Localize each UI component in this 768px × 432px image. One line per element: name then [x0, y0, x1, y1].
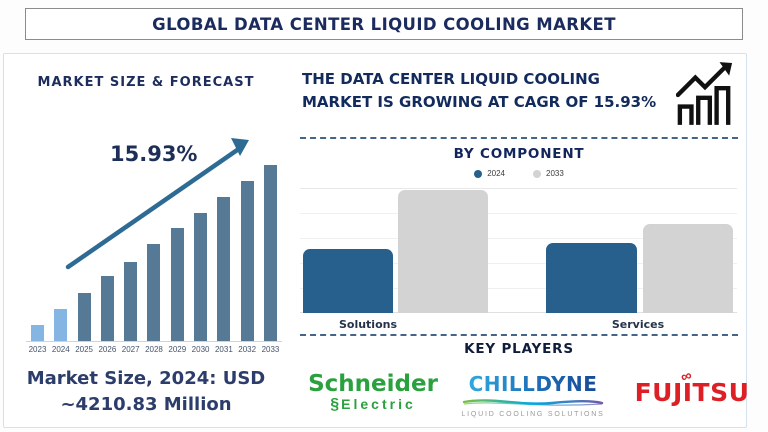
forecast-bar-2033 [263, 165, 277, 341]
component-bar-solutions-2024 [303, 249, 393, 313]
legend-item-2033: 2033 [533, 169, 564, 178]
schneider-electric-logo: Schneider § Electric [302, 372, 444, 414]
forecast-year-label: 2023 [28, 345, 47, 354]
forecast-bar-2023 [31, 325, 44, 341]
forecast-bar-2031 [217, 197, 231, 341]
forecast-bar-group: 2030 [192, 165, 209, 354]
forecast-bar-group: 2032 [238, 165, 256, 354]
forecast-chart-title: MARKET SIZE & FORECAST [37, 75, 255, 90]
schneider-electric-text: Electric [341, 396, 416, 412]
legend-label-2033: 2033 [546, 169, 564, 178]
forecast-bar-group: 2025 [75, 165, 93, 354]
forecast-year-label: 2033 [261, 345, 280, 354]
forecast-bar-2030 [194, 213, 208, 341]
forecast-bar-2029 [170, 228, 184, 341]
dashed-divider-bottom [300, 334, 738, 336]
key-players-title: KEY PLAYERS [464, 341, 574, 357]
forecast-year-label: 2025 [75, 345, 93, 354]
forecast-bar-2027 [124, 262, 138, 341]
forecast-year-label: 2031 [214, 345, 233, 354]
forecast-bar-group: 2024 [52, 165, 70, 354]
forecast-year-label: 2027 [121, 345, 140, 354]
gridline [300, 238, 737, 239]
content-panel [3, 53, 747, 428]
market-size-line2: ~4210.83 Million [60, 394, 232, 415]
component-bar-chart [300, 188, 737, 313]
schneider-wordmark: Schneider [308, 371, 438, 397]
component-x-axis [300, 312, 737, 313]
component-chart-title: BY COMPONENT [453, 146, 585, 162]
forecast-bar-group: 2033 [262, 165, 279, 354]
schneider-electric-line: § Electric [302, 396, 444, 414]
forecast-bar-group: 2027 [122, 165, 140, 354]
legend-dot-2024 [474, 169, 483, 178]
legend-dot-2033 [533, 169, 541, 178]
dashed-divider-top [300, 137, 738, 139]
gridline [300, 263, 737, 264]
forecast-bar-2024 [54, 309, 68, 341]
schneider-s-icon: § [330, 396, 340, 413]
forecast-year-label: 2024 [51, 345, 70, 354]
headline-line1: THE DATA CENTER LIQUID COOLING [302, 70, 600, 88]
legend-label-2024: 2024 [487, 169, 505, 178]
forecast-bar-2026 [100, 276, 114, 341]
headline: THE DATA CENTER LIQUID COOLING MARKET IS… [302, 68, 682, 114]
fujitsu-wordmark: FUJITSU [634, 378, 750, 407]
forecast-bar-2032 [240, 181, 254, 341]
forecast-bar-group: 2023 [29, 165, 46, 354]
component-bar-services-2024 [546, 243, 637, 313]
legend-item-2024: 2024 [474, 169, 505, 178]
gridline [300, 288, 737, 289]
forecast-year-label: 2026 [98, 345, 117, 354]
page-title: GLOBAL DATA CENTER LIQUID COOLING MARKET [152, 14, 616, 34]
forecast-bar-2028 [147, 244, 161, 341]
forecast-bar-2025 [77, 293, 91, 341]
gridline [300, 213, 737, 214]
chilldyne-tagline: LIQUID COOLING SOLUTIONS [461, 411, 605, 418]
gridline [300, 188, 737, 189]
cagr-value-label: 15.93% [110, 142, 198, 166]
component-legend: 2024 2033 [300, 169, 738, 178]
forecast-x-axis [26, 341, 282, 342]
category-label-solutions: Solutions [338, 318, 398, 331]
chilldyne-wordmark: CHILLDYNE [468, 372, 598, 396]
forecast-year-label: 2028 [145, 345, 163, 354]
forecast-year-label: 2032 [238, 345, 257, 354]
forecast-bar-group: 2031 [215, 165, 233, 354]
forecast-bar-group: 2028 [145, 165, 163, 354]
market-size-line1: Market Size, 2024: USD [26, 368, 266, 389]
title-banner: GLOBAL DATA CENTER LIQUID COOLING MARKET [25, 8, 743, 40]
growth-chart-icon [676, 62, 733, 125]
forecast-bar-group: 2029 [168, 165, 186, 354]
forecast-bar-chart: 2023 2024 2025 2026 2027 2028 2029 2030 2031 2032… [29, 165, 279, 354]
chilldyne-wave-icon [462, 399, 604, 406]
fujitsu-logo: ∞ FUJITSU [634, 367, 750, 407]
category-label-services: Services [611, 318, 665, 331]
component-bar-solutions-2033 [398, 190, 488, 313]
headline-line2: MARKET IS GROWING AT CAGR OF 15.93% [302, 93, 657, 111]
forecast-year-label: 2029 [168, 345, 187, 354]
forecast-bar-group: 2026 [98, 165, 116, 354]
forecast-year-label: 2030 [191, 345, 210, 354]
chilldyne-logo: CHILLDYNE LIQUID COOLING SOLUTIONS [458, 372, 608, 418]
market-size-callout: Market Size, 2024: USD ~4210.83 Million [10, 366, 282, 418]
growth-trend-arrow [65, 138, 249, 270]
component-bar-services-2033 [643, 224, 733, 313]
